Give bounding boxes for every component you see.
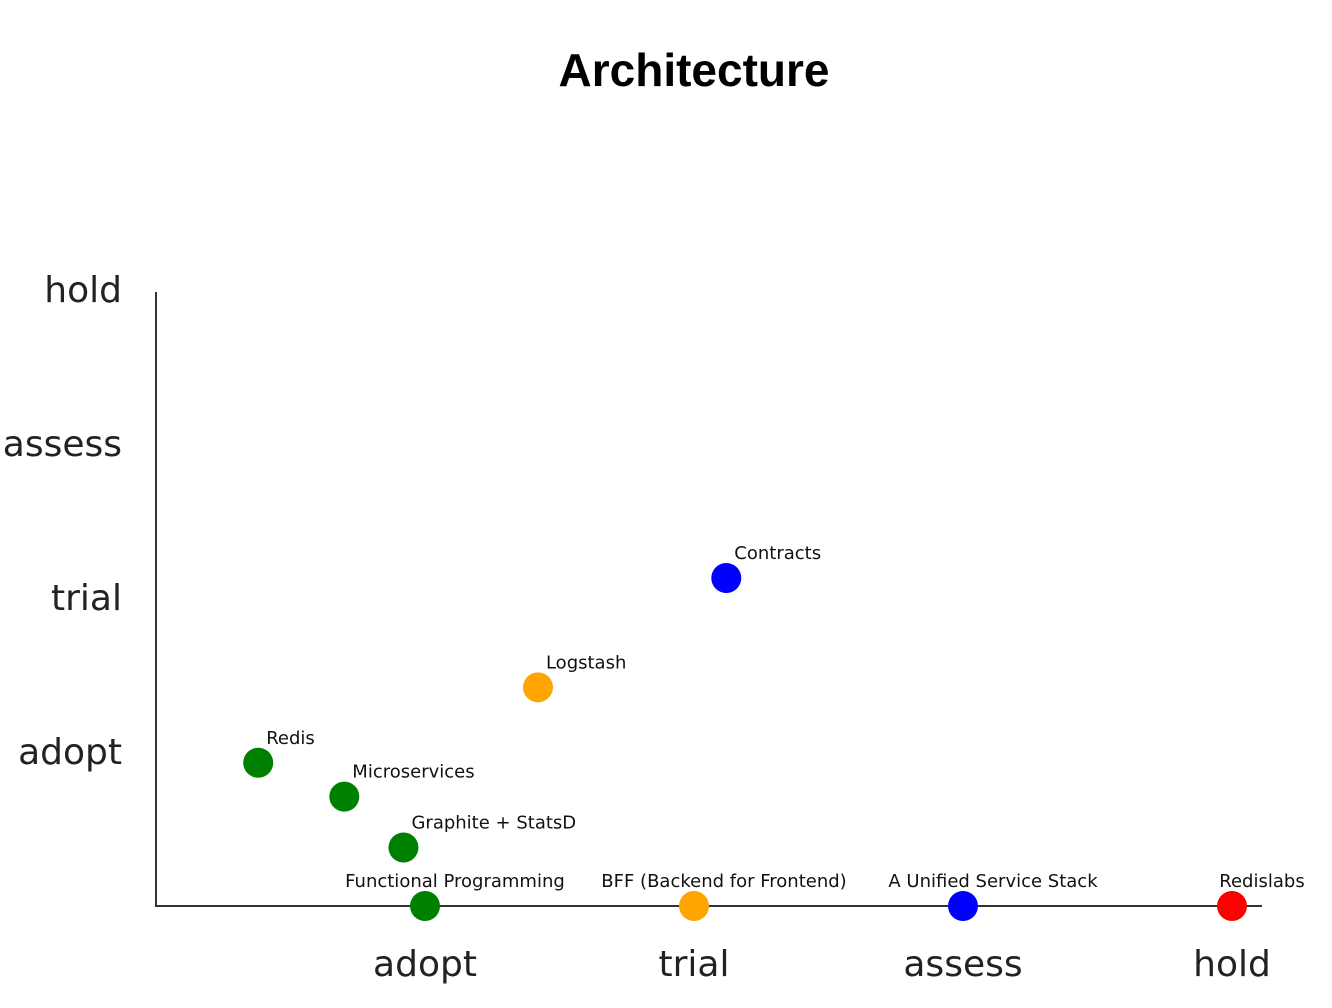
x-tick-trial: trial xyxy=(659,944,730,985)
data-points: Redis Microservices Graphite + StatsD Funct… xyxy=(243,543,1305,921)
x-tick-assess: assess xyxy=(903,944,1022,985)
chart-axes xyxy=(155,292,1262,907)
point-label: Microservices xyxy=(352,762,474,783)
x-tick-hold: hold xyxy=(1193,944,1271,985)
point-marker xyxy=(522,672,553,703)
point-marker xyxy=(711,562,742,593)
point-marker xyxy=(410,891,440,921)
point-label: Contracts xyxy=(734,543,821,564)
point-marker xyxy=(329,781,360,812)
point-label: Redislabs xyxy=(1219,871,1304,892)
point-marker xyxy=(1217,891,1247,921)
y-tick-adopt: adopt xyxy=(18,732,122,773)
x-tick-labels: adopt trial assess hold xyxy=(373,944,1271,985)
y-tick-trial: trial xyxy=(51,578,122,619)
point-label: Functional Programming xyxy=(345,871,565,892)
point-label: BFF (Backend for Frontend) xyxy=(601,871,846,892)
point-marker xyxy=(388,832,419,863)
point-marker xyxy=(679,891,709,921)
point-marker xyxy=(243,747,274,778)
x-tick-adopt: adopt xyxy=(373,944,477,985)
y-tick-labels: adopt trial assess hold xyxy=(3,270,122,773)
point-label: Logstash xyxy=(546,652,626,673)
point-label: Redis xyxy=(266,728,315,749)
point-marker xyxy=(948,891,978,921)
chart-title: Architecture xyxy=(559,44,830,96)
point-label: A Unified Service Stack xyxy=(888,871,1098,892)
point-label: Graphite + StatsD xyxy=(411,812,576,833)
y-tick-assess: assess xyxy=(3,424,122,465)
y-tick-hold: hold xyxy=(44,270,122,311)
